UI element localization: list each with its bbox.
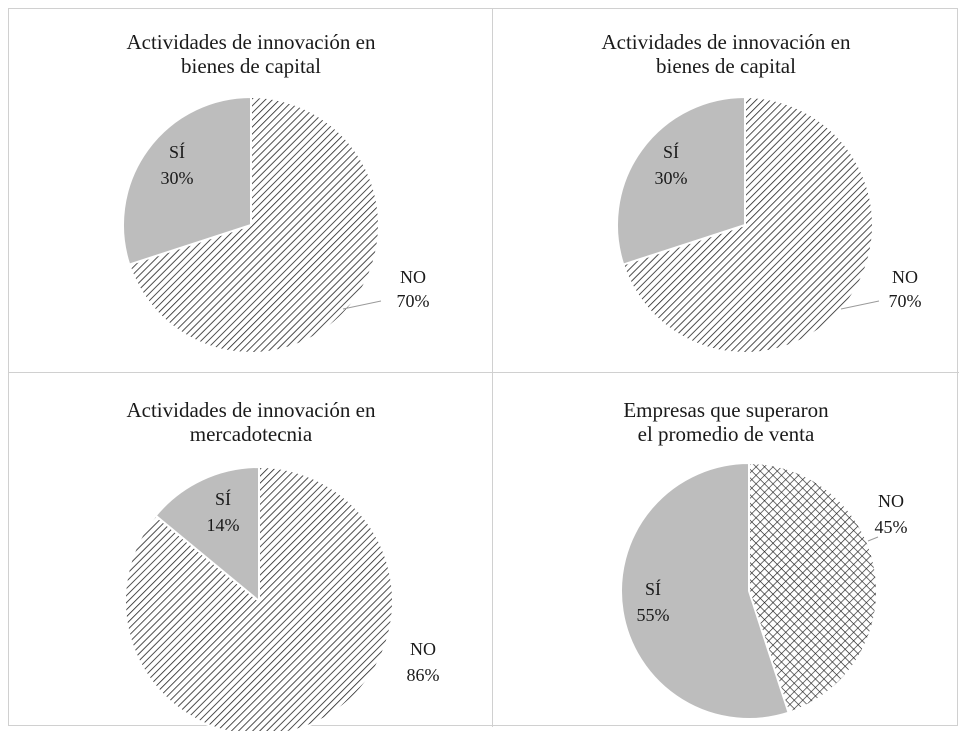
slice-category-label: SÍ [645, 578, 661, 599]
chart-title-line: bienes de capital [181, 54, 321, 78]
slice-percent-label: 14% [207, 515, 240, 535]
slice-percent-label: 70% [889, 291, 922, 311]
slice-category-label: SÍ [215, 488, 231, 509]
slice-category-label: NO [410, 639, 436, 659]
chart-title-line: Actividades de innovación en [126, 30, 376, 54]
pie-panel-promedio-venta: Empresas que superaron el promedio de ven… [493, 373, 959, 727]
leader-line [342, 300, 382, 310]
slice-category-label: SÍ [663, 141, 679, 162]
chart-title-line: Actividades de innovación en [601, 30, 851, 54]
slice-percent-label: 30% [655, 168, 688, 188]
slice-percent-label: 45% [875, 517, 908, 537]
slice-percent-label: 86% [407, 665, 440, 685]
chart-grid: Actividades de innovación en bienes de ca… [8, 8, 959, 731]
pie-slice-no [127, 95, 380, 354]
slice-category-label: SÍ [169, 141, 185, 162]
chart-title-line: bienes de capital [656, 54, 796, 78]
pie-slice-si [620, 461, 790, 720]
chart-title-line: mercadotecnia [190, 422, 313, 446]
leader-line [840, 300, 880, 310]
slice-percent-label: 55% [637, 605, 670, 625]
pie-slice-no [748, 461, 878, 715]
slice-percent-label: 70% [397, 291, 430, 311]
slice-percent-label: 30% [161, 168, 194, 188]
pie-panel-bienes-capital-1: Actividades de innovación en bienes de ca… [9, 9, 493, 373]
pie-panel-mercadotecnia: Actividades de innovación en mercadotecni… [9, 373, 493, 731]
leader-line [867, 536, 879, 542]
pie-slice-no [621, 95, 874, 354]
slice-category-label: NO [878, 491, 904, 511]
pie-slice-si [154, 465, 260, 604]
slice-category-label: NO [400, 267, 426, 287]
slice-category-label: NO [892, 267, 918, 287]
pie-slice-si [616, 95, 746, 266]
pie-chart-svg: Actividades de innovación enmercadotecni… [124, 398, 440, 731]
chart-title-line: Empresas que superaron [623, 398, 829, 422]
pie-slice-si [122, 95, 252, 266]
chart-title-line: Actividades de innovación en [126, 398, 376, 422]
chart-title-line: el promedio de venta [638, 422, 815, 446]
pie-panel-bienes-capital-2: Actividades de innovación en bienes de ca… [493, 9, 959, 373]
